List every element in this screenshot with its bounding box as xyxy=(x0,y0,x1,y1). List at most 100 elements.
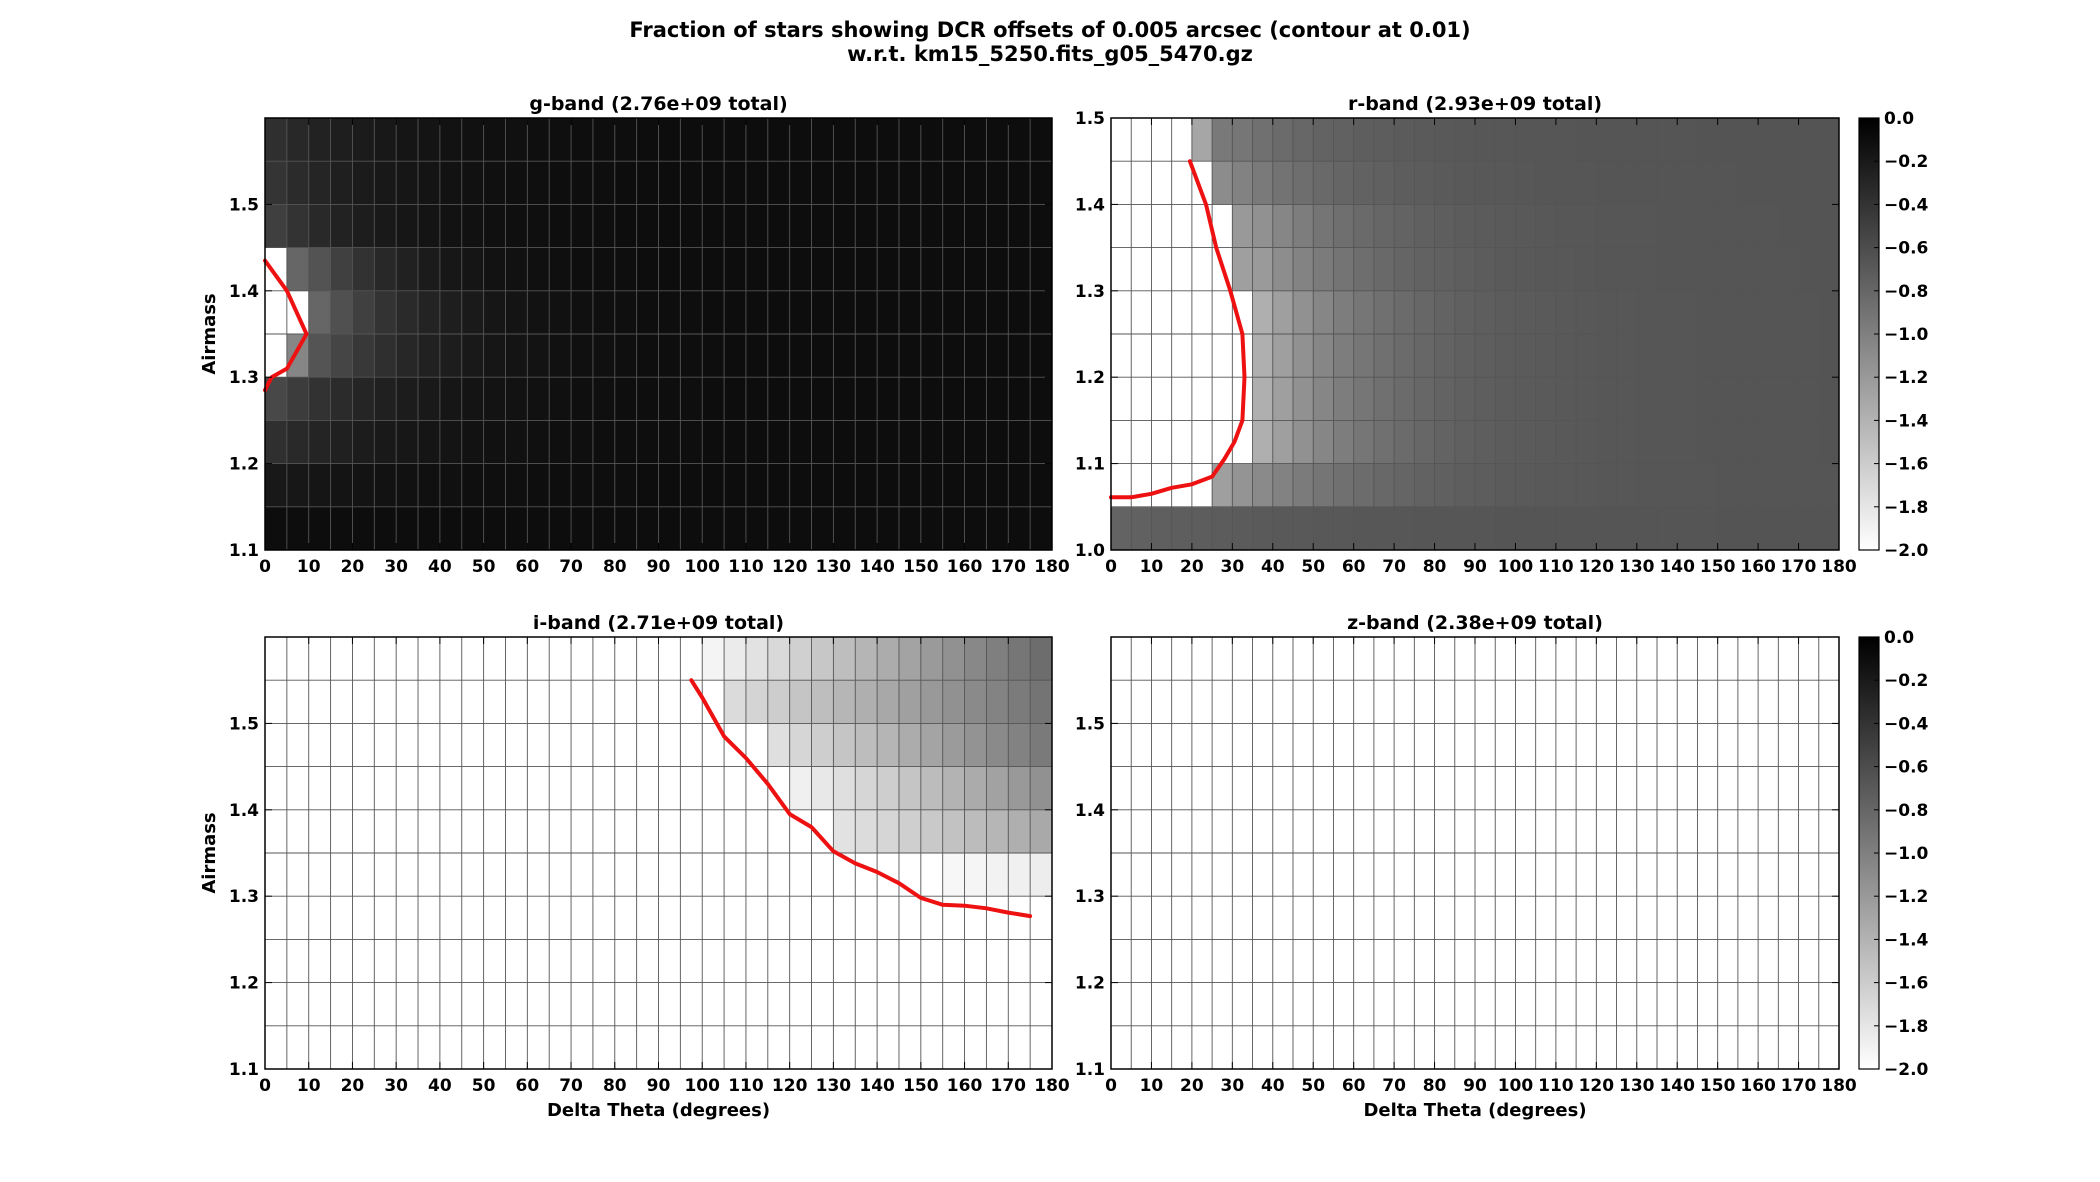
heatmap-cell xyxy=(1717,766,1739,811)
heatmap-cell xyxy=(1697,939,1718,983)
heatmap-cell xyxy=(396,680,419,724)
heatmap-cell xyxy=(964,896,987,940)
heatmap-cell xyxy=(877,204,900,248)
heatmap-cell xyxy=(1191,982,1213,1027)
heatmap-cell xyxy=(1495,723,1516,767)
heatmap-cell xyxy=(658,809,681,854)
heatmap-cell xyxy=(308,766,331,811)
heatmap-cell xyxy=(1697,420,1718,464)
heatmap-cell xyxy=(1758,463,1779,508)
x-tick-label: 70 xyxy=(1382,557,1406,577)
heatmap-cell xyxy=(1131,377,1152,421)
heatmap-cell xyxy=(1697,680,1718,724)
heatmap-cell xyxy=(1313,853,1334,897)
heatmap-cell xyxy=(1677,680,1698,724)
heatmap-cell xyxy=(592,982,616,1027)
heatmap-cell xyxy=(1212,896,1233,940)
heatmap-cell xyxy=(352,637,375,681)
heatmap-cell xyxy=(745,809,769,854)
heatmap-cell xyxy=(1555,982,1577,1027)
heatmap-cell xyxy=(1252,420,1274,464)
heatmap-cell xyxy=(1272,853,1294,897)
heatmap-cell xyxy=(767,680,790,724)
colorbar-tick-label: −1.8 xyxy=(1884,498,1928,518)
heatmap-cell xyxy=(920,161,943,205)
heatmap-cell xyxy=(1313,939,1334,983)
heatmap-cell xyxy=(1212,377,1233,421)
heatmap-cell xyxy=(1737,982,1759,1027)
heatmap-cell xyxy=(1636,896,1658,940)
heatmap-cell xyxy=(1030,334,1053,378)
heatmap-cell xyxy=(833,637,856,681)
heatmap-cell xyxy=(1535,161,1557,205)
heatmap-cell xyxy=(636,247,659,292)
heatmap-cell xyxy=(1373,637,1395,681)
x-tick-label: 10 xyxy=(1140,557,1164,577)
heatmap-cell xyxy=(877,118,900,162)
heatmap-cell xyxy=(439,161,463,205)
x-tick-label: 20 xyxy=(1180,557,1204,577)
heatmap-cell xyxy=(1373,463,1395,508)
heatmap-cell xyxy=(330,637,353,681)
heatmap-cell xyxy=(1677,463,1698,508)
colorbar-tick-label: −0.6 xyxy=(1884,758,1928,778)
heatmap-cell xyxy=(483,290,506,335)
heatmap-cell xyxy=(1778,377,1799,421)
panel-i-band: 0 10 20 30 40 50 60 70 80 90 100 110 120 130 140 150 160… xyxy=(199,612,1070,1121)
panel-z-band: 0 10 20 30 40 50 60 70 80 90 100 110 120 130 140 150 160… xyxy=(1075,612,1929,1121)
heatmap-cell xyxy=(658,377,681,421)
heatmap-cell xyxy=(614,506,637,551)
heatmap-cell xyxy=(396,334,419,378)
heatmap-cell xyxy=(1212,506,1233,551)
heatmap-cell xyxy=(986,809,1009,854)
heatmap-cell xyxy=(1798,680,1820,724)
heatmap-cell xyxy=(811,1025,834,1070)
heatmap-cell xyxy=(1434,766,1456,811)
heatmap-cell xyxy=(1555,939,1577,983)
y-tick-label: 1.4 xyxy=(229,282,259,302)
heatmap-cell xyxy=(1272,809,1294,854)
heatmap-cell xyxy=(1758,334,1779,378)
heatmap-cell xyxy=(1515,161,1536,205)
heatmap-cell xyxy=(1454,766,1476,811)
heatmap-cell xyxy=(1576,853,1597,897)
heatmap-cell xyxy=(1475,290,1496,335)
heatmap-cell xyxy=(1353,290,1375,335)
heatmap-cell xyxy=(877,982,900,1027)
heatmap-cell xyxy=(1171,982,1193,1027)
heatmap-cell xyxy=(898,118,922,162)
heatmap-cell xyxy=(1737,766,1759,811)
colorbar-tick-label: 0.0 xyxy=(1884,109,1914,129)
x-tick-label: 80 xyxy=(1423,1076,1447,1096)
heatmap-cell xyxy=(702,161,725,205)
heatmap-cell xyxy=(898,334,922,378)
heatmap-cell xyxy=(1131,334,1152,378)
heatmap-cell xyxy=(1576,506,1597,551)
heatmap-cell xyxy=(483,420,506,464)
heatmap-cell xyxy=(1616,1025,1638,1070)
heatmap-cell xyxy=(680,247,703,292)
heatmap-cell xyxy=(1515,1025,1536,1070)
heatmap-cell xyxy=(1576,939,1597,983)
heatmap-cell xyxy=(942,290,965,335)
heatmap-cell xyxy=(1008,723,1031,767)
heatmap-cell xyxy=(789,118,812,162)
heatmap-cell xyxy=(286,809,310,854)
x-tick-label: 40 xyxy=(428,557,452,577)
heatmap-cell xyxy=(1008,420,1031,464)
heatmap-cell xyxy=(614,334,637,378)
colorbar-tick-label: −1.8 xyxy=(1884,1017,1928,1037)
heatmap-cell xyxy=(439,420,463,464)
heatmap-cell xyxy=(1515,334,1536,378)
heatmap-cell xyxy=(614,463,637,508)
heatmap-cell xyxy=(1191,377,1213,421)
heatmap-cell xyxy=(986,982,1009,1027)
heatmap-cell xyxy=(1454,637,1476,681)
heatmap-cell xyxy=(418,896,441,940)
colorbar-tick-label: −1.0 xyxy=(1884,325,1929,345)
heatmap-cell xyxy=(1414,982,1435,1027)
heatmap-cell xyxy=(1171,377,1193,421)
heatmap-cell xyxy=(833,463,856,508)
heatmap-cell xyxy=(505,463,528,508)
heatmap-cell xyxy=(1798,1025,1820,1070)
